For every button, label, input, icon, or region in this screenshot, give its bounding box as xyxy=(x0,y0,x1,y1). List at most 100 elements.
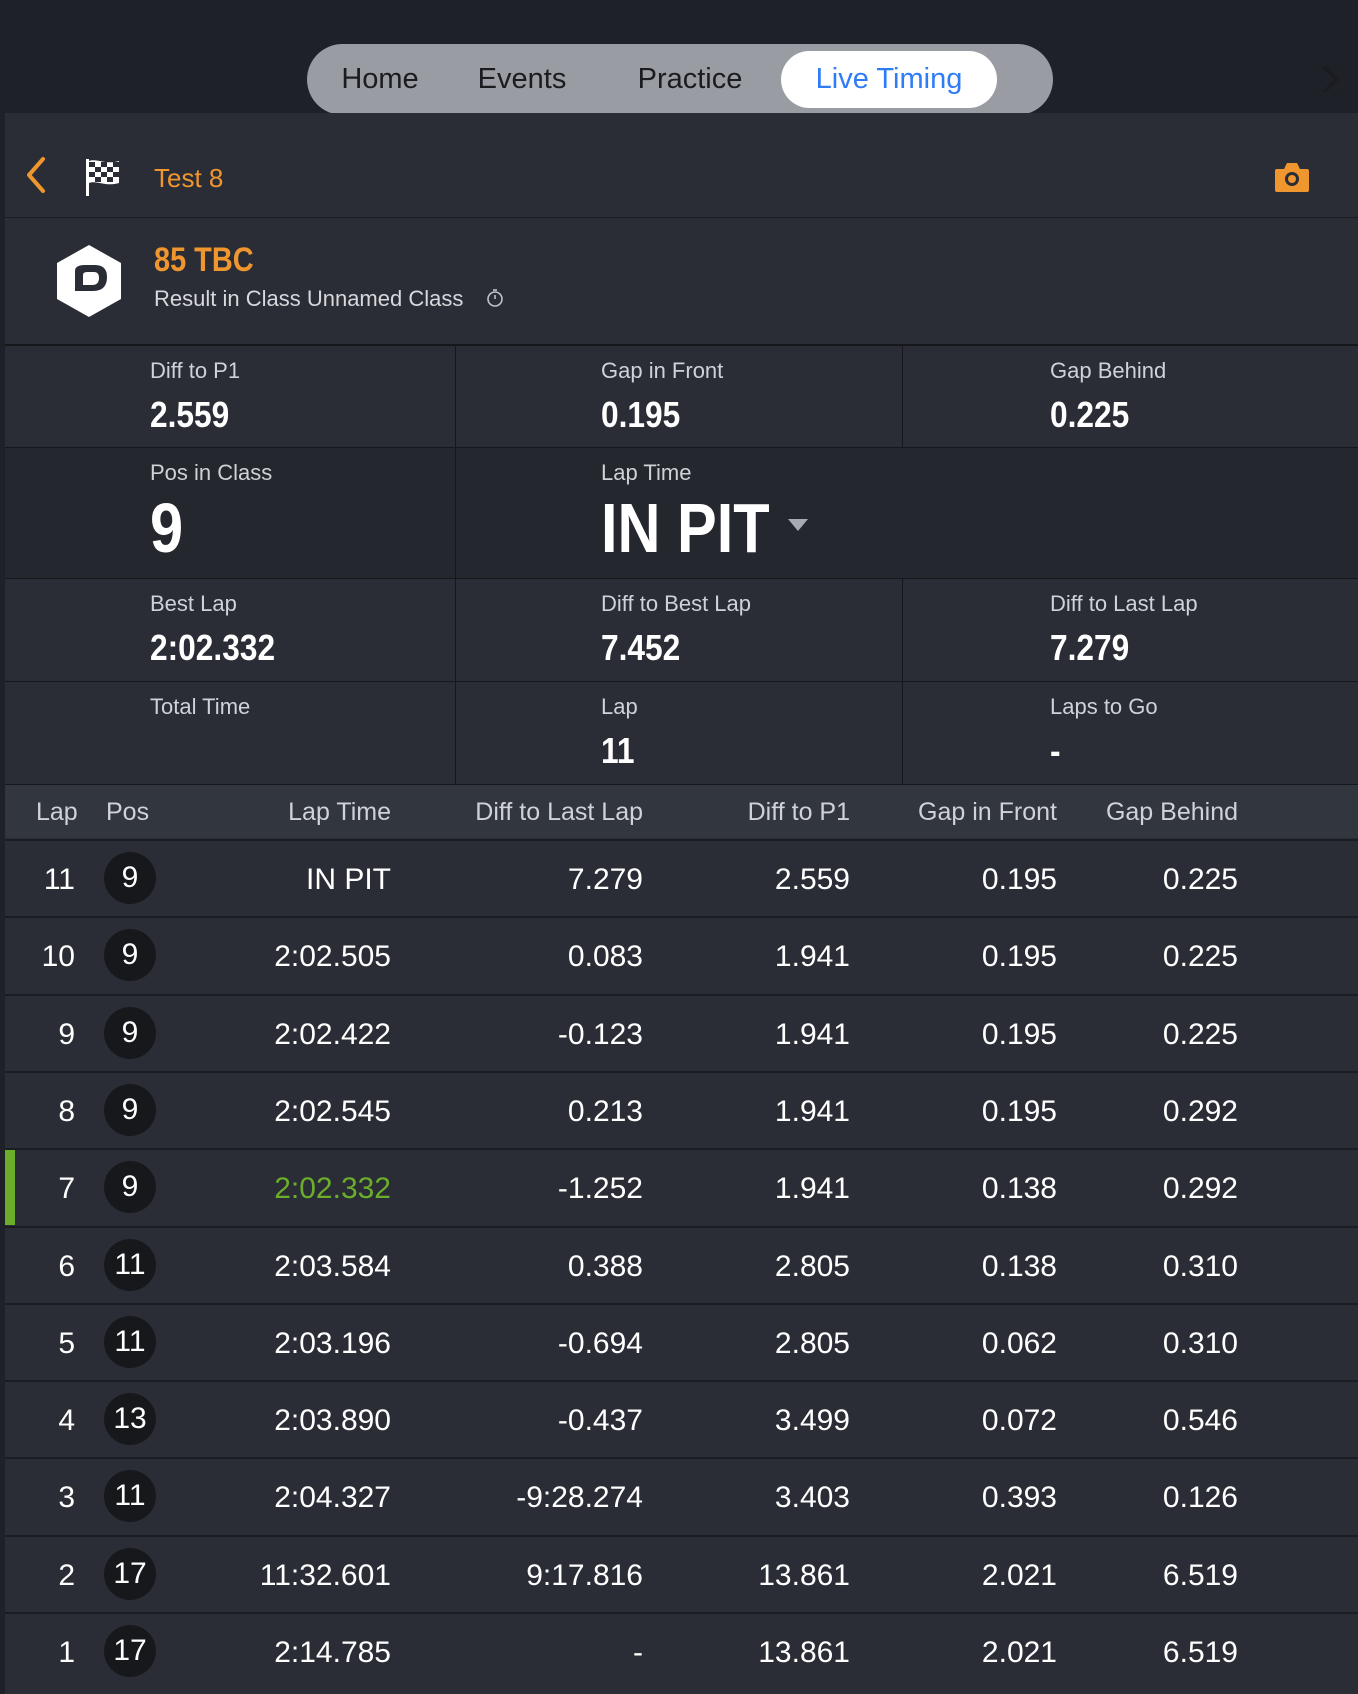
cell-gap-behind: 0.225 xyxy=(1162,940,1238,974)
team-logo xyxy=(49,241,129,321)
cell-lap-time: 2:03.196 xyxy=(274,1326,391,1360)
stat-value: 7.279 xyxy=(1050,627,1130,668)
table-row[interactable]: 4 13 2:03.890 -0.437 3.499 0.072 0.546 xyxy=(5,1380,1358,1457)
cell-diff-p1: 1.941 xyxy=(774,1094,850,1128)
cell-gap-front: 0.195 xyxy=(981,863,1057,896)
stat-total-time: Total Time xyxy=(5,682,456,784)
stat-value: 2.559 xyxy=(150,394,230,435)
cell-gap-behind: 0.546 xyxy=(1162,1404,1238,1438)
cell-diff-p1: 1.941 xyxy=(774,1172,850,1206)
triangle-down-icon[interactable] xyxy=(787,518,809,532)
tab-home[interactable]: Home xyxy=(341,63,419,95)
cell-diff-p1: 13.861 xyxy=(758,1636,850,1669)
cell-pos-badge: 17 xyxy=(104,1625,156,1677)
table-row[interactable]: 3 11 2:04.327 -9:28.274 3.403 0.393 0.126 xyxy=(5,1457,1358,1534)
cell-pos-badge: 11 xyxy=(104,1315,156,1368)
table-row[interactable]: 5 11 2:03.196 -0.694 2.805 0.062 0.310 xyxy=(5,1302,1358,1380)
event-title: Test 8 xyxy=(154,163,224,193)
cell-pos-badge: 13 xyxy=(104,1393,156,1446)
cell-diff-last: 0.213 xyxy=(567,1094,643,1128)
cell-lap: 7 xyxy=(58,1172,75,1206)
stat-gap-in-front: Gap in Front 0.195 xyxy=(456,346,903,448)
checkered-flag-icon xyxy=(83,157,123,197)
cell-gap-front: 0.138 xyxy=(981,1172,1057,1206)
col-header-diff-last[interactable]: Diff to Last Lap xyxy=(475,798,643,826)
stat-diff-to-last-lap: Diff to Last Lap 7.279 xyxy=(903,579,1358,682)
table-row[interactable]: 10 9 2:02.505 0.083 1.941 0.195 0.225 xyxy=(5,916,1358,993)
cell-lap: 9 xyxy=(58,1017,75,1051)
cell-gap-front: 0.195 xyxy=(981,940,1057,974)
cell-pos-badge: 17 xyxy=(104,1547,156,1600)
class-result-line: Result in Class Unnamed Class xyxy=(154,286,464,311)
cell-lap-time: 2:02.332 xyxy=(274,1172,391,1206)
cell-lap-time: 2:02.545 xyxy=(274,1094,391,1128)
cell-gap-front: 0.195 xyxy=(981,1017,1057,1051)
cell-pos-badge: 9 xyxy=(104,1161,156,1214)
table-row[interactable]: 9 9 2:02.422 -0.123 1.941 0.195 0.225 xyxy=(5,993,1358,1071)
cell-lap: 2 xyxy=(58,1558,75,1592)
cell-gap-behind: 0.292 xyxy=(1162,1172,1238,1206)
cell-gap-front: 2.021 xyxy=(981,1636,1057,1669)
table-row[interactable]: 1 17 2:14.785 - 13.861 2.021 6.519 xyxy=(5,1612,1358,1689)
cell-diff-p1: 1.941 xyxy=(774,1017,850,1051)
col-header-lap-time[interactable]: Lap Time xyxy=(288,798,391,826)
cell-pos-badge: 9 xyxy=(104,1083,156,1136)
stat-label: Total Time xyxy=(150,694,251,719)
cell-diff-p1: 13.861 xyxy=(758,1558,850,1592)
cell-lap: 4 xyxy=(58,1404,75,1438)
cell-diff-last: -1.252 xyxy=(557,1172,643,1206)
col-header-lap[interactable]: Lap xyxy=(36,798,78,826)
cell-diff-p1: 3.499 xyxy=(774,1404,850,1438)
cell-gap-behind: 0.310 xyxy=(1162,1326,1238,1360)
cell-diff-last: - xyxy=(633,1636,643,1669)
stats-grid: Diff to P1 2.559 Gap in Front 0.195 Gap … xyxy=(5,346,1358,784)
col-header-diff-p1[interactable]: Diff to P1 xyxy=(747,798,850,826)
cell-gap-behind: 0.126 xyxy=(1162,1481,1238,1515)
cell-lap: 10 xyxy=(41,940,75,974)
stat-label: Pos in Class xyxy=(150,460,273,485)
stat-value: 0.225 xyxy=(1050,394,1130,435)
table-row[interactable]: 6 11 2:03.584 0.388 2.805 0.138 0.310 xyxy=(5,1225,1358,1303)
camera-button[interactable] xyxy=(1273,160,1311,194)
stat-lap-time[interactable]: Lap Time IN PIT xyxy=(456,448,1358,579)
stat-lap: Lap 11 xyxy=(456,682,903,784)
table-row[interactable]: 2 17 11:32.601 9:17.816 13.861 2.021 6.519 xyxy=(5,1534,1358,1612)
cell-gap-behind: 0.310 xyxy=(1162,1249,1238,1283)
stat-value: 0.195 xyxy=(601,394,681,435)
cell-diff-last: -0.437 xyxy=(557,1404,643,1438)
col-header-gap-front[interactable]: Gap in Front xyxy=(918,798,1057,826)
cell-diff-last: -9:28.274 xyxy=(516,1481,643,1515)
stat-value: IN PIT xyxy=(601,489,770,567)
cell-lap-time: 2:03.890 xyxy=(274,1404,391,1438)
col-header-pos[interactable]: Pos xyxy=(106,798,150,826)
table-row[interactable]: 8 9 2:02.545 0.213 1.941 0.195 0.292 xyxy=(5,1070,1358,1148)
cell-diff-p1: 1.941 xyxy=(774,940,850,974)
stat-value: 7.452 xyxy=(601,627,681,668)
col-header-gap-behind[interactable]: Gap Behind xyxy=(1105,798,1238,826)
cell-diff-last: -0.123 xyxy=(557,1017,643,1051)
event-header: Test 8 xyxy=(5,113,1358,218)
lap-table-header: Lap Pos Lap Time Diff to Last Lap Diff t… xyxy=(5,784,1358,838)
stat-pos-in-class: Pos in Class 9 xyxy=(5,448,456,579)
cell-gap-front: 0.393 xyxy=(981,1481,1057,1515)
back-button[interactable] xyxy=(21,155,51,195)
nav-next-button[interactable] xyxy=(1313,44,1349,115)
cell-diff-last: 7.279 xyxy=(567,863,643,896)
tab-practice[interactable]: Practice xyxy=(637,63,743,95)
cell-gap-front: 0.072 xyxy=(981,1404,1057,1438)
tab-live-timing[interactable]: Live Timing xyxy=(781,51,997,108)
tab-events[interactable]: Events xyxy=(477,63,567,95)
table-row[interactable]: 11 9 IN PIT 7.279 2.559 0.195 0.225 xyxy=(5,839,1358,916)
stat-laps-to-go: Laps to Go - xyxy=(903,682,1358,784)
cell-pos-badge: 9 xyxy=(104,929,156,982)
stat-label: Gap in Front xyxy=(601,358,724,383)
stat-value: 9 xyxy=(150,489,184,567)
cell-gap-front: 0.195 xyxy=(981,1094,1057,1128)
cell-diff-p1: 2.805 xyxy=(774,1249,850,1283)
stat-label: Laps to Go xyxy=(1050,694,1158,719)
stat-label: Lap xyxy=(601,694,638,719)
table-row[interactable]: 7 9 2:02.332 -1.252 1.941 0.138 0.292 xyxy=(5,1148,1358,1226)
stopwatch-icon xyxy=(485,288,505,308)
cell-lap: 5 xyxy=(58,1326,75,1360)
cell-pos-badge: 11 xyxy=(104,1470,156,1523)
